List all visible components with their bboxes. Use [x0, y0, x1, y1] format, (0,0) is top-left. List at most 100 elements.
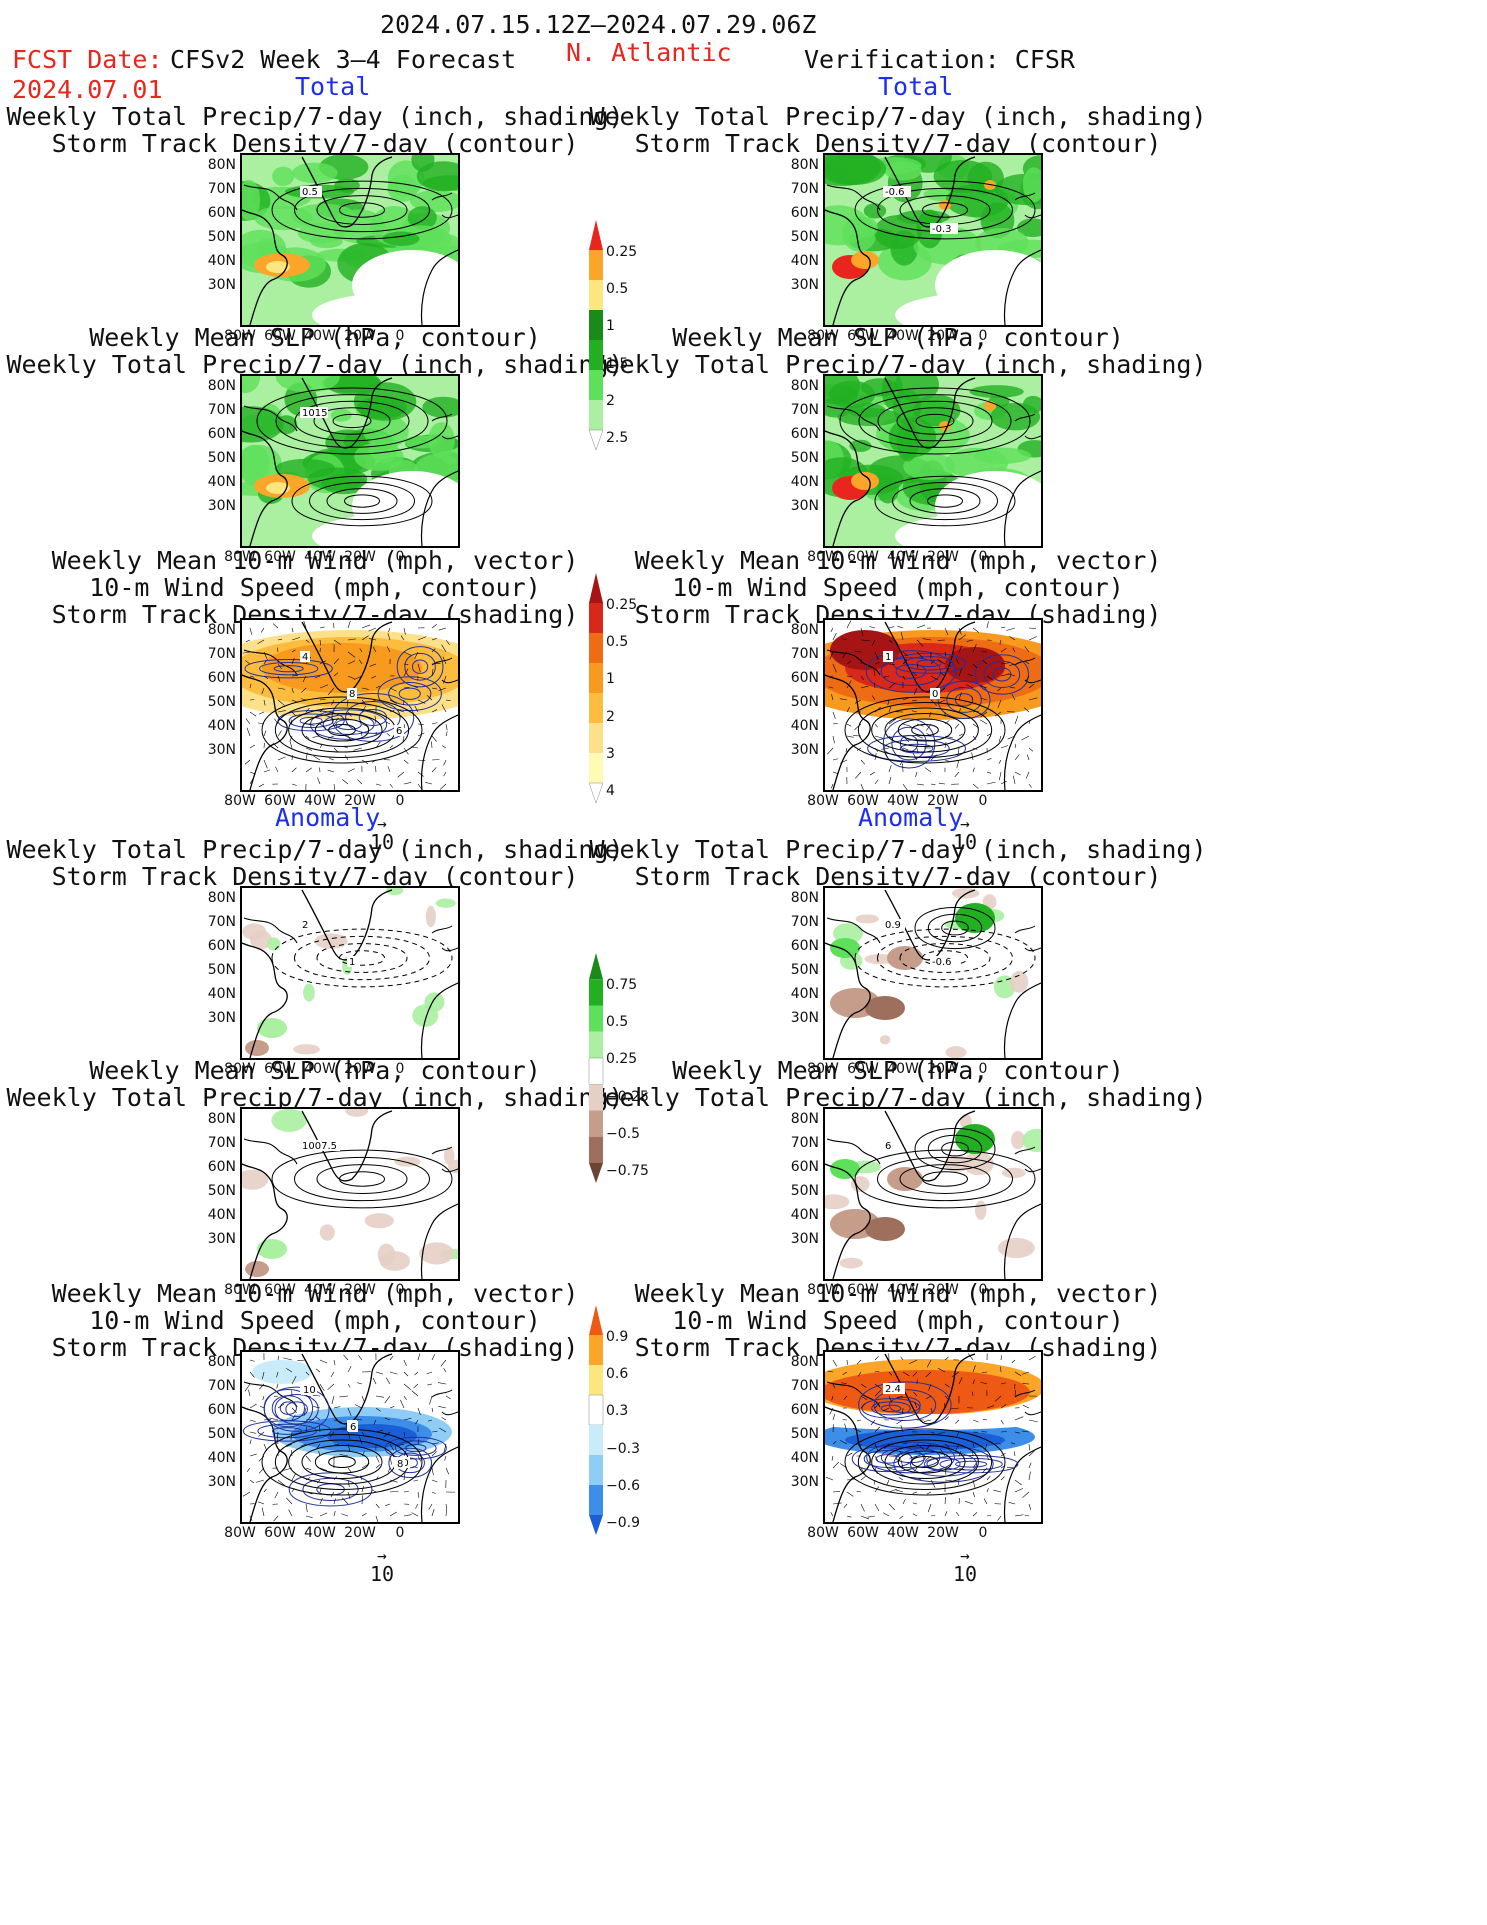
colorbar-label: 3 — [606, 745, 615, 762]
lon-tick-label: 40W — [887, 1282, 919, 1298]
lat-tick-label: 30N — [207, 1474, 236, 1490]
lat-tick-label: 70N — [790, 914, 819, 930]
colorbar-swatch — [589, 370, 603, 400]
lat-tick-label: 50N — [790, 962, 819, 978]
svg-text:10: 10 — [303, 1385, 316, 1396]
lon-tick-label: 60W — [847, 1525, 879, 1541]
lon-tick-label: 0 — [978, 1061, 988, 1077]
lat-tick-label: 40N — [207, 1207, 236, 1223]
map-plot: -0.6 -0.3 — [825, 155, 1041, 325]
colorbar-label: 0.6 — [606, 1366, 629, 1383]
colorbar-label: 0.75 — [606, 977, 638, 993]
colorbar-label: 0.5 — [606, 634, 629, 651]
vector-reference-value: 10 — [369, 1562, 395, 1586]
vector-reference-value: 10 — [952, 1562, 978, 1586]
vector-reference-value: 10 — [952, 830, 978, 854]
title-fc-anom-precip: Weekly Total Precip/7-day (inch, shading… — [6, 835, 624, 891]
lat-tick-label: 50N — [790, 1183, 819, 1199]
lon-tick-label: 20W — [344, 328, 376, 344]
lat-tick-label: 80N — [207, 1111, 236, 1127]
section-total-left: Total — [295, 72, 371, 101]
lon-tick-label: 80W — [807, 549, 839, 565]
lat-tick-label: 60N — [207, 938, 236, 954]
colorbar-swatch — [589, 693, 603, 723]
colorbar-swatch — [588, 1057, 604, 1085]
lon-tick-label: 20W — [927, 549, 959, 565]
colorbar-swatch — [589, 1515, 603, 1535]
lat-tick-label: 50N — [790, 1426, 819, 1442]
lon-tick-label: 20W — [927, 1282, 959, 1298]
svg-text:0.5: 0.5 — [302, 187, 318, 198]
lon-tick-label: 20W — [344, 1282, 376, 1298]
colorbar-label: 0.25 — [606, 244, 638, 260]
colorbar-swatch — [589, 400, 603, 430]
lon-tick-label: 20W — [344, 1061, 376, 1077]
lon-tick-label: 20W — [344, 1525, 376, 1541]
lon-tick-label: 60W — [264, 1525, 296, 1541]
lon-tick-label: 80W — [224, 328, 256, 344]
map-plot: 1015 — [242, 376, 458, 546]
colorbar-swatch — [589, 753, 603, 783]
colorbar-label: 2 — [606, 392, 615, 409]
lat-tick-label: 60N — [207, 1159, 236, 1175]
map-fc-anom-slp — [823, 374, 1043, 548]
lat-tick-label: 60N — [207, 205, 236, 221]
colorbar-swatch — [589, 1425, 603, 1455]
colorbar-label: 0.9 — [606, 1329, 629, 1345]
lat-tick-label: 50N — [790, 450, 819, 466]
model-title: CFSv2 Week 3–4 Forecast — [170, 45, 517, 74]
lat-tick-label: 80N — [207, 378, 236, 394]
colorbar-swatch — [589, 1365, 603, 1395]
lon-tick-label: 0 — [978, 328, 988, 344]
lon-tick-label: 80W — [224, 1525, 256, 1541]
svg-text:1015: 1015 — [302, 408, 327, 419]
lon-tick-label: 80W — [807, 328, 839, 344]
colorbar-swatch — [589, 310, 603, 340]
vector-reference: → 10 — [940, 816, 990, 855]
lon-tick-label: 0 — [395, 549, 405, 565]
lat-tick-label: 40N — [207, 718, 236, 734]
colorbar-swatch — [589, 220, 603, 250]
verification-title: Verification: CFSR — [804, 45, 1075, 74]
colorbar-swatch — [589, 1110, 603, 1137]
colorbar-label: −0.75 — [606, 1163, 649, 1180]
lat-tick-label: 70N — [790, 1378, 819, 1394]
lon-tick-label: 0 — [978, 1525, 988, 1541]
colorbar-label: 1 — [606, 671, 615, 688]
lat-tick-label: 70N — [207, 181, 236, 197]
lat-tick-label: 50N — [207, 694, 236, 710]
lat-tick-label: 50N — [207, 450, 236, 466]
lon-tick-label: 20W — [927, 1525, 959, 1541]
lat-tick-label: 80N — [207, 157, 236, 173]
lat-tick-label: 80N — [207, 1354, 236, 1370]
lat-tick-label: 60N — [790, 1402, 819, 1418]
lon-tick-label: 40W — [304, 549, 336, 565]
svg-text:8: 8 — [397, 1459, 403, 1470]
map-fc-total-wind: 4 8 6 — [240, 618, 460, 792]
colorbar-precip-total — [588, 220, 604, 450]
svg-text:-0.6: -0.6 — [885, 187, 905, 198]
lat-tick-label: 40N — [790, 474, 819, 490]
map-vf-anom-wind: 2.4 — [823, 1350, 1043, 1524]
colorbar-label: 0.25 — [606, 1051, 638, 1068]
title-fc-anom-slp: Weekly Mean SLP (hPa, contour) Weekly To… — [6, 1056, 624, 1112]
colorbar-storm-total — [588, 573, 604, 803]
lon-tick-label: 80W — [807, 1282, 839, 1298]
lon-tick-label: 20W — [344, 549, 376, 565]
lon-tick-label: 80W — [807, 1061, 839, 1077]
lat-tick-label: 30N — [207, 1010, 236, 1026]
svg-text:2.4: 2.4 — [885, 1384, 901, 1395]
lat-tick-label: 40N — [790, 253, 819, 269]
vector-reference: → 10 — [940, 1548, 990, 1587]
lat-tick-label: 30N — [790, 1231, 819, 1247]
lon-tick-label: 60W — [264, 328, 296, 344]
lat-tick-label: 80N — [790, 622, 819, 638]
lat-tick-label: 70N — [207, 914, 236, 930]
lon-tick-label: 20W — [927, 1061, 959, 1077]
colorbar-swatch — [589, 663, 603, 693]
colorbar-label: 1.5 — [606, 355, 629, 372]
svg-text:-0.6: -0.6 — [932, 957, 952, 968]
colorbar-label: 4 — [606, 783, 615, 800]
lon-tick-label: 0 — [978, 1282, 988, 1298]
